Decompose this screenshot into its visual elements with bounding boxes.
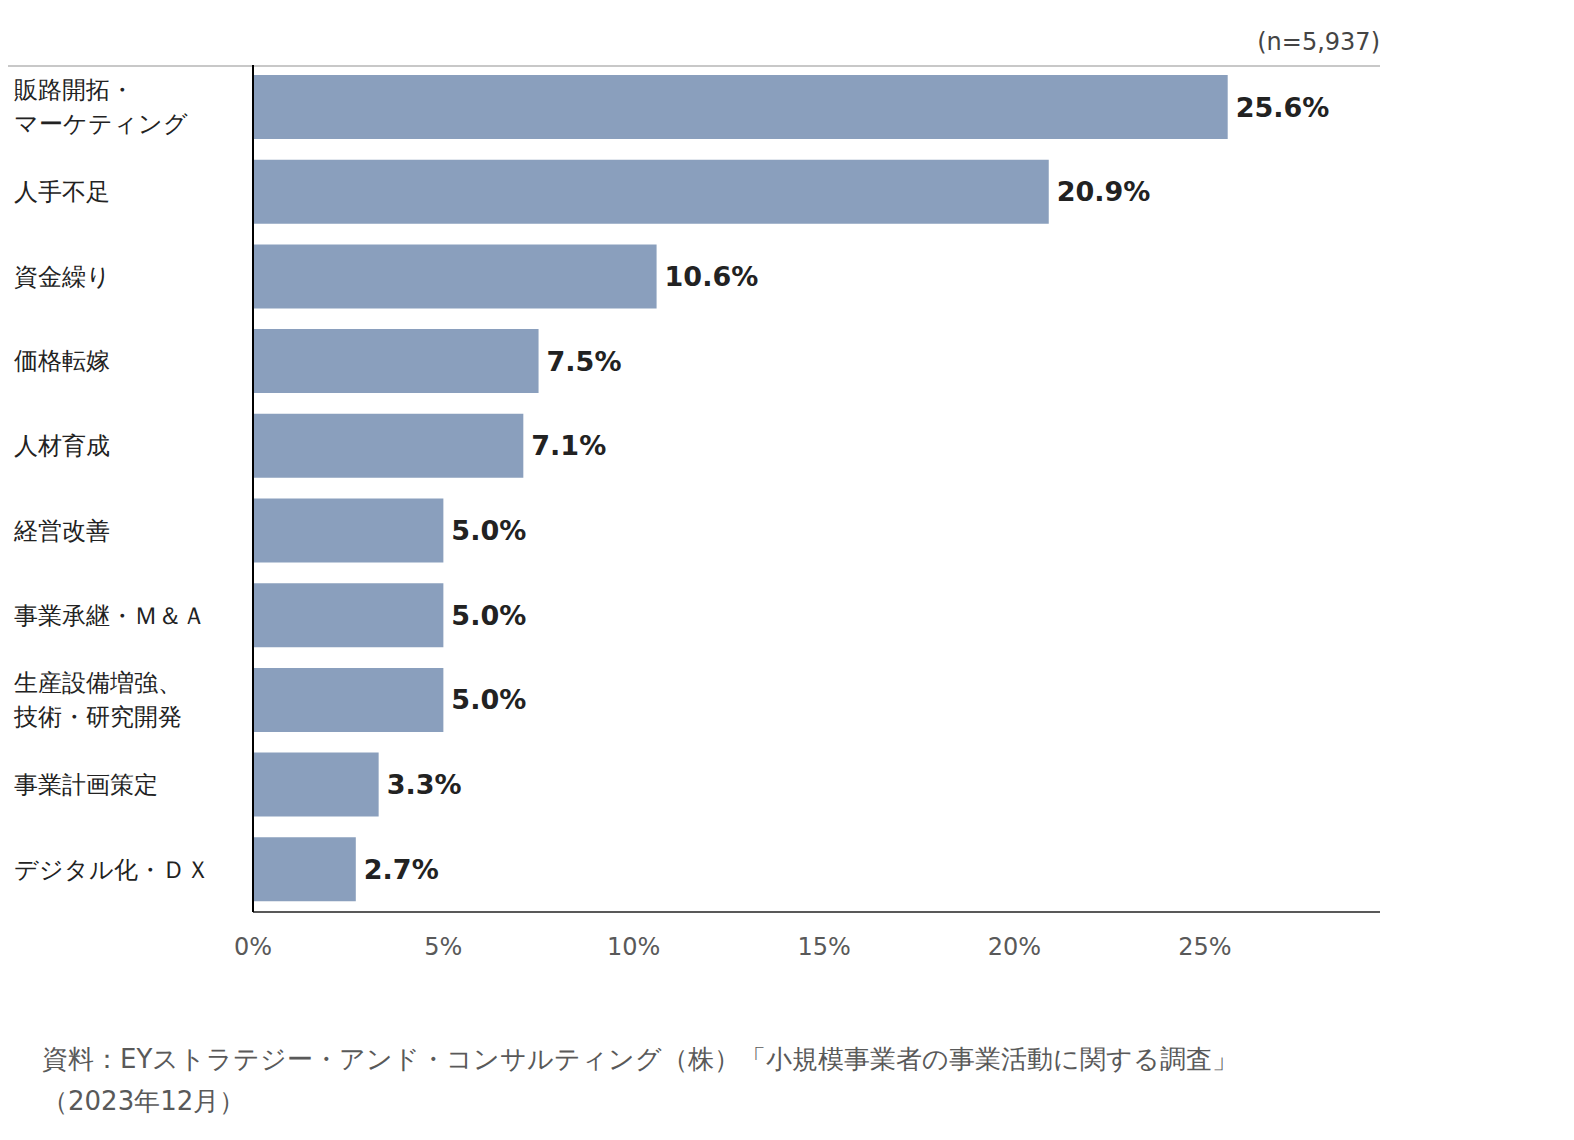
svg-text:25.6%: 25.6%	[1236, 92, 1330, 123]
svg-text:10%: 10%	[607, 933, 660, 961]
svg-text:0%: 0%	[234, 933, 272, 961]
svg-text:7.5%: 7.5%	[547, 346, 622, 377]
svg-text:20.9%: 20.9%	[1057, 176, 1151, 207]
svg-text:5.0%: 5.0%	[451, 684, 526, 715]
svg-text:15%: 15%	[797, 933, 850, 961]
svg-text:5.0%: 5.0%	[451, 515, 526, 546]
svg-text:5.0%: 5.0%	[451, 600, 526, 631]
svg-text:10.6%: 10.6%	[665, 261, 759, 292]
html-text:(n=5,937): (n=5,937)	[1257, 28, 1380, 56]
svg-text:人手不足: 人手不足	[14, 178, 110, 206]
svg-text:7.1%: 7.1%	[531, 430, 606, 461]
svg-text:事業計画策定: 事業計画策定	[14, 771, 158, 799]
svg-text:3.3%: 3.3%	[387, 769, 462, 800]
svg-text:生産設備増強、技術・研究開発: 生産設備増強、技術・研究開発	[13, 669, 182, 731]
svg-text:販路開拓・マーケティング: 販路開拓・マーケティング	[14, 76, 188, 138]
svg-text:資金繰り: 資金繰り	[14, 263, 111, 291]
html-text:資料：EYストラテジー・アンド・コンサルティング（株）「小規: 資料：EYストラテジー・アンド・コンサルティング（株）「小規模事業者の事業活動に…	[42, 1044, 1239, 1074]
svg-text:25%: 25%	[1178, 933, 1231, 961]
svg-text:デジタル化・ＤＸ: デジタル化・ＤＸ	[14, 856, 210, 884]
svg-text:20%: 20%	[988, 933, 1041, 961]
svg-text:事業承継・Ｍ＆Ａ: 事業承継・Ｍ＆Ａ	[14, 602, 206, 630]
svg-text:経営改善: 経営改善	[13, 517, 110, 545]
svg-text:価格転嫁: 価格転嫁	[14, 347, 110, 375]
svg-text:2.7%: 2.7%	[364, 854, 439, 885]
svg-text:5%: 5%	[424, 933, 462, 961]
svg-text:人材育成: 人材育成	[14, 432, 110, 460]
html-text:（2023年12月）: （2023年12月）	[42, 1086, 246, 1116]
